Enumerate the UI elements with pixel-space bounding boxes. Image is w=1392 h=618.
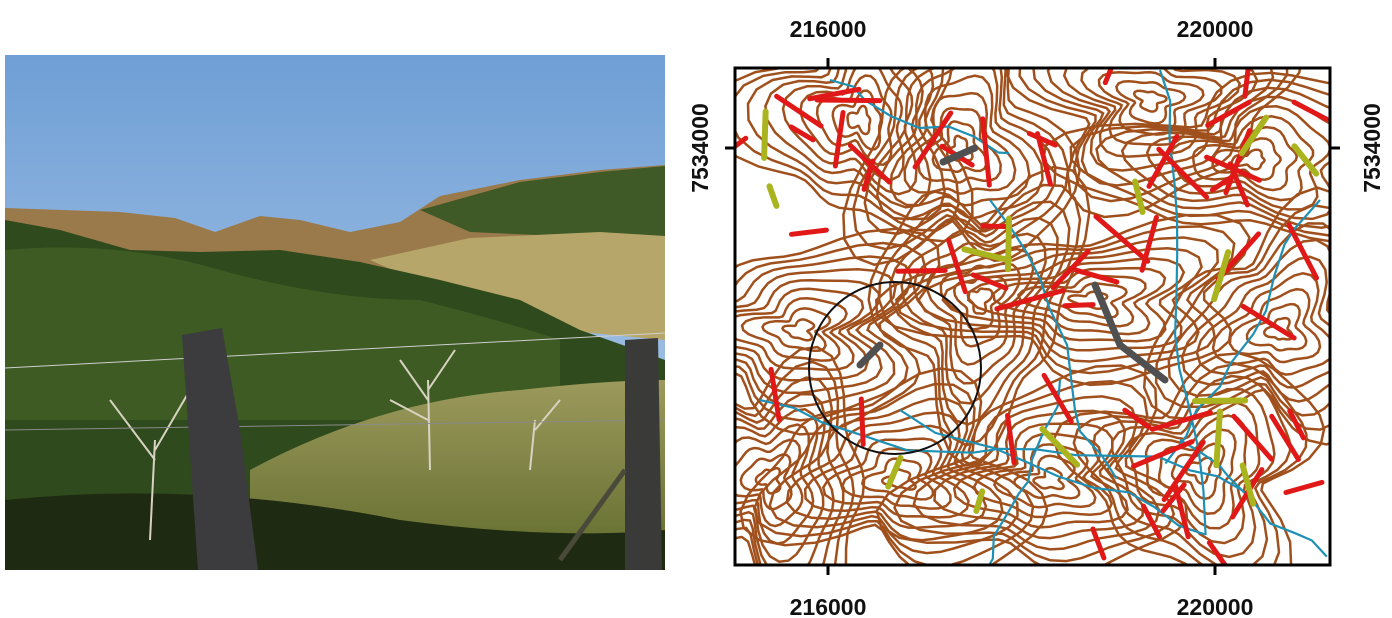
- x-tick-label-top: 216000: [790, 16, 867, 42]
- red-segment: [817, 100, 880, 101]
- landscape-photo: [5, 55, 665, 570]
- yellow-segment: [764, 112, 766, 158]
- red-segment: [861, 399, 863, 444]
- figure: 216000 216000 220000 220000 7534000 7534000: [0, 0, 1392, 618]
- y-tick-label-left: 7534000: [687, 103, 713, 193]
- y-tick-label-right: 7534000: [1359, 103, 1385, 193]
- x-tick-label-bottom: 216000: [790, 594, 867, 618]
- x-tick-label-bottom: 220000: [1177, 594, 1254, 618]
- x-tick-label-top: 220000: [1177, 16, 1254, 42]
- yellow-segment: [1216, 411, 1220, 465]
- red-segment: [983, 226, 1008, 227]
- red-segment: [1065, 305, 1093, 306]
- red-segment: [898, 270, 945, 271]
